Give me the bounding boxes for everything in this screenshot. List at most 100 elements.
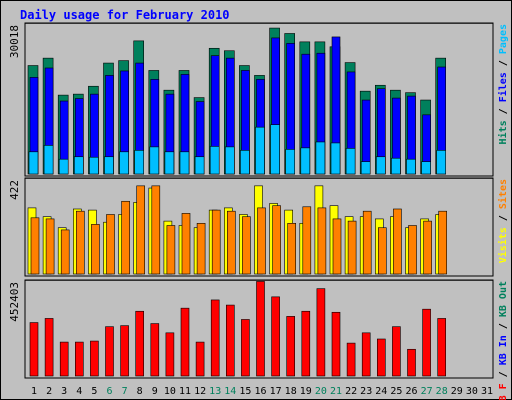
panel-top: 30018 Hits / Files / Pages — [8, 22, 509, 177]
x-tick-label: 22 — [345, 386, 357, 397]
bar-sites-day-25 — [393, 208, 402, 275]
bar-pages-day-28 — [436, 150, 447, 175]
bar-kb-f-day-19 — [301, 310, 311, 377]
bar-kb-f-day-12 — [195, 341, 205, 377]
bar-kb-f-day-6 — [105, 326, 114, 377]
bar-kb-f-day-24 — [376, 338, 386, 377]
x-tick-label: 1 — [31, 386, 37, 397]
bar-pages-day-1 — [28, 151, 39, 175]
bar-kb-f-day-28 — [437, 318, 447, 377]
x-tick-label: 4 — [76, 386, 82, 397]
bar-kb-f-day-1 — [29, 322, 39, 377]
legend-item-visits: Visits — [497, 227, 509, 263]
legend-item--: / — [498, 365, 509, 383]
bar-pages-day-11 — [179, 151, 190, 175]
bar-pages-day-23 — [360, 161, 371, 175]
bar-sites-day-2 — [45, 218, 55, 275]
bar-pages-day-15 — [240, 150, 250, 175]
x-tick-label: 23 — [360, 386, 372, 397]
legend-item--: / — [498, 102, 509, 120]
bar-pages-day-18 — [285, 149, 296, 175]
bar-kb-f-day-27 — [422, 308, 431, 377]
bar-kb-f-day-7 — [120, 325, 129, 377]
bar-sites-day-22 — [347, 220, 357, 275]
bar-kb-f-day-4 — [75, 341, 84, 377]
bar-kb-f-day-8 — [135, 310, 144, 377]
panel-bottom-max-label: 452403 — [8, 282, 21, 322]
legend-item-kb-out: KB Out — [498, 281, 509, 317]
panel-middle: 422 Visits / Sites — [8, 177, 509, 277]
x-tick-label: 14 — [224, 386, 236, 397]
bar-pages-day-16 — [255, 126, 265, 175]
bar-sites-day-11 — [181, 213, 191, 275]
bar-sites-day-17 — [272, 205, 281, 275]
bar-sites-day-8 — [136, 185, 145, 275]
bar-pages-day-27 — [421, 161, 431, 175]
legend-item-pages: Pages — [498, 24, 509, 54]
bar-kb-f-day-3 — [59, 341, 69, 377]
bar-kb-f-day-11 — [180, 307, 190, 377]
bar-sites-day-18 — [287, 223, 297, 275]
bar-sites-day-26 — [408, 225, 417, 275]
x-tick-label: 16 — [254, 386, 266, 397]
panel-top-legend: Hits / Files / Pages — [497, 24, 509, 144]
bar-sites-day-14 — [227, 210, 236, 275]
bar-sites-day-27 — [423, 220, 432, 275]
bar-pages-day-5 — [89, 156, 99, 175]
bar-kb-f-day-25 — [392, 326, 401, 377]
legend-item-hits: Hits — [497, 120, 509, 144]
legend-item--: / — [498, 209, 509, 227]
bar-sites-day-24 — [377, 227, 387, 275]
bar-pages-day-9 — [149, 146, 160, 175]
legend-item-kb-in: KB In — [498, 335, 509, 365]
panel-bottom-legend: KB F / KB In / KB Out — [498, 281, 509, 400]
x-tick-label: 28 — [436, 386, 448, 397]
bar-kb-f-day-18 — [286, 316, 296, 377]
bar-pages-day-12 — [194, 156, 205, 175]
bar-pages-day-19 — [300, 147, 311, 175]
bar-pages-day-7 — [119, 151, 129, 175]
x-tick-label: 31 — [481, 386, 493, 397]
x-axis: 1 2 3 4 5 6 7 8 9 10 11 12 13 14 15 16 17 18 19 20 21 22 23 24 2… — [31, 386, 493, 397]
bar-kb-f-day-22 — [346, 342, 356, 377]
x-tick-label: 10 — [164, 386, 176, 397]
bar-pages-day-22 — [345, 148, 356, 175]
bar-pages-day-24 — [375, 156, 386, 175]
x-tick-label: 7 — [122, 386, 128, 397]
x-tick-label: 11 — [179, 386, 191, 397]
legend-item-kb-f: KB F — [498, 383, 509, 400]
bar-sites-day-19 — [302, 206, 312, 275]
bar-sites-day-9 — [151, 185, 161, 275]
x-tick-label: 15 — [239, 386, 251, 397]
bar-sites-day-23 — [362, 210, 372, 275]
bar-sites-day-1 — [30, 217, 40, 275]
bar-kb-f-day-2 — [44, 318, 54, 377]
bar-pages-day-21 — [330, 142, 341, 175]
bar-kb-f-day-21 — [331, 311, 341, 377]
bar-pages-day-13 — [209, 146, 220, 175]
bar-kb-f-day-26 — [407, 348, 416, 377]
chart-title: Daily usage for February 2010 — [20, 8, 230, 22]
x-tick-label: 30 — [466, 386, 478, 397]
bar-pages-day-17 — [270, 124, 280, 175]
x-tick-label: 21 — [330, 386, 342, 397]
x-tick-label: 19 — [300, 386, 312, 397]
bar-pages-day-14 — [225, 146, 235, 175]
bar-sites-day-10 — [166, 225, 176, 275]
bar-kb-f-day-9 — [150, 323, 160, 377]
x-tick-label: 13 — [209, 386, 221, 397]
bar-sites-day-20 — [317, 207, 327, 275]
bar-kb-f-day-5 — [90, 340, 99, 377]
x-tick-label: 17 — [270, 386, 282, 397]
x-tick-label: 20 — [315, 386, 327, 397]
x-tick-label: 5 — [91, 386, 97, 397]
legend-item--: / — [498, 54, 509, 72]
legend-item--: / — [498, 317, 509, 335]
bar-kb-f-day-10 — [165, 332, 175, 377]
bar-kb-f-day-23 — [361, 332, 371, 377]
bar-pages-day-26 — [406, 158, 416, 175]
bar-sites-day-28 — [438, 210, 448, 275]
legend-item-sites: Sites — [497, 179, 509, 209]
bar-pages-day-2 — [43, 145, 54, 175]
